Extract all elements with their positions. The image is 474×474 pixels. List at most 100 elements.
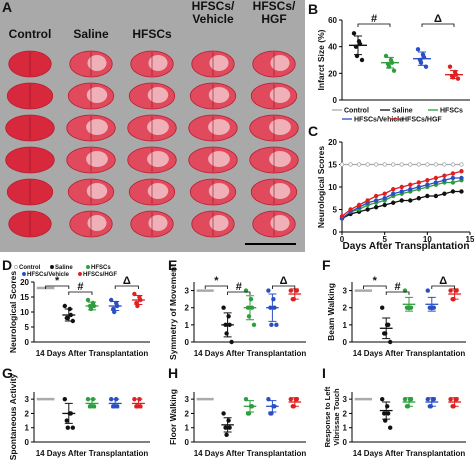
infarct bbox=[208, 183, 230, 199]
data-point bbox=[274, 322, 279, 328]
infarct bbox=[270, 215, 290, 231]
line-marker bbox=[399, 198, 404, 203]
column-label: Control bbox=[9, 27, 52, 41]
brain-slices bbox=[5, 50, 299, 238]
line-marker bbox=[391, 187, 396, 192]
line-marker bbox=[416, 162, 421, 167]
data-point bbox=[85, 297, 91, 303]
line-marker bbox=[382, 202, 387, 208]
y-tick-label: 20 bbox=[328, 69, 337, 78]
data-point bbox=[359, 57, 365, 63]
legend-label: HFSCs/Vehicle bbox=[27, 272, 70, 278]
line-marker bbox=[373, 193, 379, 199]
line-marker bbox=[459, 189, 464, 194]
data-point bbox=[226, 314, 231, 319]
infarct bbox=[147, 151, 169, 167]
y-axis-label: Floor Walking bbox=[168, 389, 178, 445]
y-tick-label: 60 bbox=[328, 16, 337, 25]
legend-swatch bbox=[78, 272, 82, 276]
line-marker bbox=[373, 162, 379, 167]
data-point bbox=[294, 288, 299, 293]
infarct bbox=[209, 215, 229, 231]
data-point bbox=[386, 411, 391, 416]
line-marker bbox=[391, 162, 396, 167]
line-marker bbox=[450, 171, 456, 176]
significance-bracket bbox=[363, 285, 387, 289]
data-point bbox=[380, 305, 385, 310]
line-marker bbox=[339, 214, 345, 219]
legend-label: HFSCs bbox=[91, 265, 111, 271]
data-point bbox=[271, 296, 276, 302]
data-point bbox=[224, 331, 229, 336]
error-bar bbox=[64, 308, 73, 322]
data-point bbox=[65, 425, 71, 430]
infarct bbox=[86, 183, 108, 199]
infarct bbox=[148, 215, 168, 231]
significance-bracket bbox=[68, 291, 93, 295]
y-tick-label: 0 bbox=[185, 438, 190, 447]
error-bar bbox=[223, 312, 232, 338]
error-bar bbox=[382, 317, 391, 340]
x-tick-label: 5 bbox=[382, 235, 387, 244]
data-point bbox=[418, 60, 424, 65]
infarct bbox=[208, 151, 230, 167]
y-tick-label: 20 bbox=[328, 138, 337, 147]
line-marker bbox=[442, 191, 447, 196]
data-point bbox=[351, 31, 357, 36]
significance-bracket bbox=[204, 285, 228, 289]
line-marker bbox=[382, 162, 387, 167]
significance-bracket bbox=[385, 291, 410, 295]
line-marker bbox=[450, 175, 456, 181]
line-marker bbox=[425, 162, 430, 167]
error-bar bbox=[268, 400, 277, 413]
line-marker bbox=[450, 162, 456, 167]
legend-label: Saline bbox=[55, 265, 73, 271]
x-axis-label: 14 Days After Transplantation bbox=[194, 449, 307, 458]
y-tick-label: 10 bbox=[20, 308, 29, 317]
y-tick-label: 1 bbox=[343, 424, 348, 433]
error-bar bbox=[418, 51, 426, 66]
infarct bbox=[208, 119, 230, 135]
significance-bracket bbox=[357, 23, 391, 27]
legend-label: HFSCs/HGF bbox=[402, 117, 442, 124]
infarct bbox=[147, 119, 169, 135]
line-marker bbox=[399, 189, 404, 194]
line-marker bbox=[433, 193, 439, 199]
data-point bbox=[221, 411, 226, 416]
legend-swatch bbox=[50, 265, 54, 269]
column-label: Saline bbox=[73, 27, 109, 41]
line-marker bbox=[459, 169, 464, 174]
significance-mark: # bbox=[371, 13, 377, 25]
y-axis-label: Neurological Scores bbox=[316, 146, 326, 228]
infarct bbox=[86, 119, 108, 135]
data-point bbox=[227, 425, 232, 430]
x-axis-label: 14 Days After Transplantation bbox=[36, 349, 149, 358]
panel-letter: G bbox=[2, 365, 13, 381]
significance-mark: Δ bbox=[439, 275, 447, 287]
x-axis-label: 14 Days After Transplantation bbox=[353, 349, 466, 358]
error-bar bbox=[223, 417, 232, 433]
legend-label: HFSCs bbox=[440, 108, 463, 115]
line-marker bbox=[373, 205, 379, 210]
column-label: HFSCs bbox=[132, 27, 172, 41]
error-bar bbox=[111, 398, 120, 409]
error-bar bbox=[405, 296, 413, 312]
error-bar bbox=[290, 397, 299, 407]
error-bar bbox=[246, 295, 254, 321]
data-point bbox=[447, 64, 453, 69]
line-marker bbox=[450, 180, 456, 185]
x-axis-label: 14 Days After Transplantation bbox=[353, 449, 466, 458]
data-point bbox=[454, 288, 459, 293]
data-point bbox=[425, 288, 430, 293]
line-marker bbox=[416, 180, 421, 185]
line-marker bbox=[408, 187, 413, 192]
y-tick-label: 20 bbox=[20, 278, 29, 287]
error-bar bbox=[427, 296, 436, 312]
line-marker bbox=[365, 162, 370, 167]
line-marker bbox=[433, 175, 439, 181]
infarct bbox=[270, 55, 290, 71]
y-tick-label: 3 bbox=[25, 395, 30, 404]
panel-letter: F bbox=[322, 257, 331, 273]
y-tick-label: 40 bbox=[328, 43, 337, 52]
